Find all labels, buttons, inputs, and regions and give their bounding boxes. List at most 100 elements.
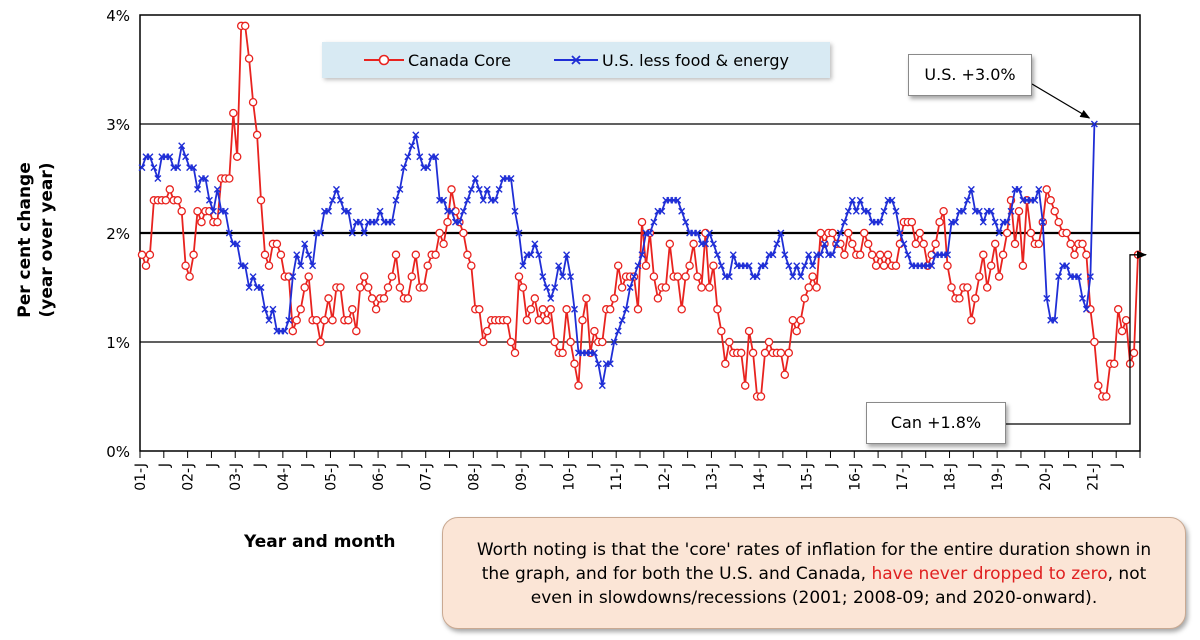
data-point xyxy=(740,381,750,390)
data-point xyxy=(317,229,325,237)
data-point xyxy=(455,218,463,226)
data-point xyxy=(296,305,305,314)
data-point xyxy=(197,217,206,227)
data-point xyxy=(876,218,884,226)
data-point xyxy=(606,360,614,368)
data-point xyxy=(844,207,852,215)
data-point xyxy=(785,262,793,270)
data-point xyxy=(297,262,305,270)
data-point xyxy=(550,337,559,347)
data-point xyxy=(709,261,718,270)
data-point xyxy=(292,315,301,325)
x-tick-label: 14-J xyxy=(752,463,768,491)
data-point xyxy=(1121,315,1131,325)
data-point xyxy=(689,239,698,249)
data-point xyxy=(637,217,647,227)
data-point xyxy=(439,239,448,249)
data-point xyxy=(1086,305,1095,314)
x-tick-label: J xyxy=(300,463,316,468)
x-tick-label: J xyxy=(538,463,554,468)
data-point xyxy=(571,305,579,313)
data-point xyxy=(543,284,551,291)
data-point xyxy=(467,261,476,270)
data-point xyxy=(482,326,492,336)
data-point xyxy=(1102,392,1111,401)
data-point xyxy=(225,229,233,237)
data-point xyxy=(423,261,432,270)
x-tick-label: 21-J xyxy=(1085,463,1101,491)
data-point xyxy=(685,261,694,270)
data-point xyxy=(928,262,936,270)
data-point xyxy=(756,392,766,401)
data-point xyxy=(793,262,801,270)
data-point xyxy=(1062,228,1071,238)
data-point xyxy=(145,250,155,260)
data-point xyxy=(432,153,440,161)
data-point xyxy=(832,240,840,248)
data-point xyxy=(150,164,158,172)
data-point xyxy=(789,273,797,281)
data-point xyxy=(805,251,813,259)
data-point xyxy=(221,207,229,215)
x-tick-label: J xyxy=(347,463,363,468)
data-point xyxy=(332,185,340,193)
data-point xyxy=(773,240,781,248)
x-tick-label: 06-J xyxy=(371,463,387,491)
data-point xyxy=(285,316,293,324)
x-tick-label: 18-J xyxy=(943,463,959,491)
data-point xyxy=(781,251,789,259)
data-point xyxy=(721,359,730,369)
data-point xyxy=(567,273,575,281)
data-point xyxy=(570,359,579,369)
data-point xyxy=(400,164,408,172)
data-point xyxy=(963,283,972,292)
data-point xyxy=(880,207,888,215)
data-point xyxy=(459,228,468,238)
data-point xyxy=(1010,239,1020,249)
x-tick-label: 11-J xyxy=(609,463,625,491)
data-point xyxy=(817,251,825,259)
data-point xyxy=(646,229,654,237)
data-point xyxy=(888,196,896,204)
data-point xyxy=(1046,196,1055,205)
data-point xyxy=(190,164,198,172)
data-point xyxy=(709,240,717,248)
data-point xyxy=(269,305,277,313)
data-point xyxy=(1055,273,1063,281)
data-point xyxy=(244,54,254,63)
data-point xyxy=(194,185,202,193)
data-point xyxy=(955,294,964,303)
data-point xyxy=(641,261,651,270)
data-point xyxy=(725,273,733,281)
data-point xyxy=(809,262,817,270)
data-point xyxy=(391,250,401,260)
note-text-2: , not even in slowdowns/recessions (2001… xyxy=(530,564,1147,608)
data-point xyxy=(855,250,865,260)
data-point xyxy=(363,283,373,292)
data-point xyxy=(626,284,634,291)
data-point xyxy=(777,229,785,237)
data-point xyxy=(590,349,598,357)
data-point xyxy=(844,228,853,238)
y-tick-label: 3% xyxy=(106,116,130,134)
series-markers-0 xyxy=(137,21,1143,401)
data-point xyxy=(665,239,675,249)
data-point xyxy=(293,251,301,259)
data-point xyxy=(233,240,241,248)
data-point xyxy=(356,218,364,226)
data-point xyxy=(348,229,356,237)
x-tick-label: 03-J xyxy=(228,463,244,491)
data-point xyxy=(178,142,186,150)
x-tick-label: J xyxy=(823,463,839,468)
data-point xyxy=(542,315,551,325)
x-tick-label: 19-J xyxy=(990,463,1006,491)
x-tick-label: J xyxy=(585,463,601,468)
data-point xyxy=(412,131,420,139)
x-tick-label: J xyxy=(919,463,935,468)
data-point xyxy=(967,185,975,193)
data-point xyxy=(883,250,893,260)
data-point xyxy=(166,153,174,161)
data-point xyxy=(614,327,622,335)
data-point xyxy=(1086,273,1094,281)
data-point xyxy=(713,251,721,259)
